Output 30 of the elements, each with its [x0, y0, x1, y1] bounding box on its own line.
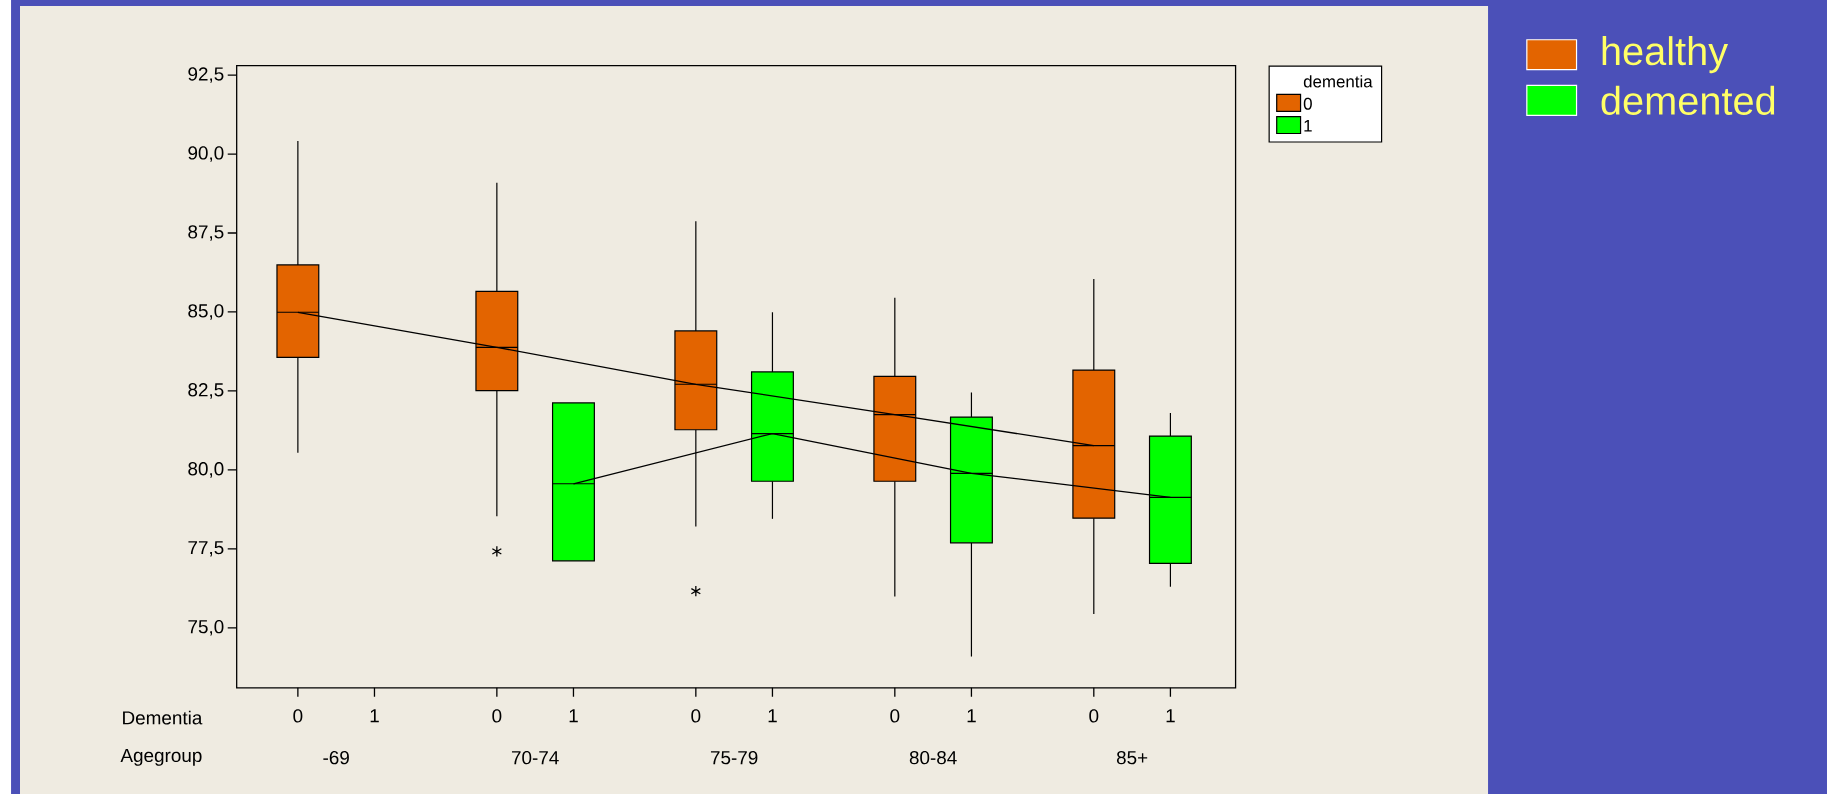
y-tick-label: 90,0	[188, 146, 224, 162]
text: 1	[569, 709, 578, 723]
x-axis-title: Agegroup	[120, 748, 202, 766]
text: 1	[768, 709, 777, 723]
y-tick-label: 80,0	[188, 461, 224, 478]
text: healthy	[1602, 36, 1729, 74]
x-tick-label: 85+	[1116, 750, 1148, 765]
text: 0	[691, 709, 701, 723]
y-tick-label: 87,5	[188, 225, 224, 241]
text: 0	[293, 709, 303, 723]
text: Dementia	[123, 710, 203, 725]
y-tick-label: 82,5	[188, 383, 224, 399]
legend-label: 1	[1304, 119, 1312, 132]
x-tick-label: 80-84	[909, 750, 957, 765]
text: 0	[492, 709, 502, 723]
x-tick-label: 75-79	[710, 750, 758, 765]
x-tick-label: 70-74	[511, 750, 559, 765]
text: 1	[967, 709, 976, 723]
text: 1	[370, 709, 379, 723]
x-tick-label: -69	[323, 750, 349, 765]
text: 0	[1089, 709, 1099, 723]
y-tick-label: 75,0	[188, 619, 224, 636]
legend-label: 0	[1303, 97, 1312, 110]
text: 0	[890, 709, 900, 723]
y-tick-label: 92,5	[188, 67, 224, 83]
text: demented	[1601, 85, 1775, 115]
legend-title: dementia	[1303, 75, 1373, 88]
text: 1	[1166, 709, 1175, 723]
y-tick-label: 77,5	[188, 541, 224, 557]
y-tick-label: 85,0	[188, 304, 224, 320]
